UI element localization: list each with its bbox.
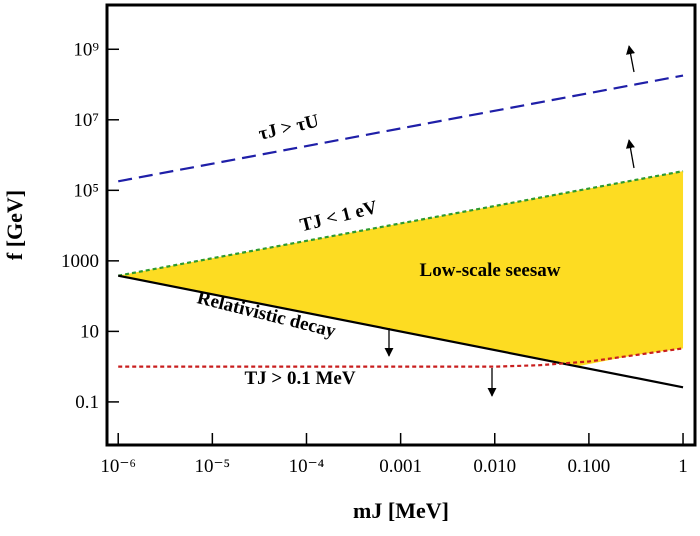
series-line (118, 170, 684, 277)
y-tick-label: 10⁵ (73, 180, 99, 201)
region-label: Low-scale seesaw (420, 260, 561, 281)
x-tick-label: 10⁻⁶ (100, 456, 136, 477)
arrow (625, 139, 635, 169)
series-line (118, 74, 684, 183)
series-annotation: TJ > 0.1 MeV (244, 368, 355, 389)
y-tick-label: 10⁹ (73, 39, 99, 60)
arrow (626, 45, 636, 73)
series-annotation: τJ > τU (257, 110, 321, 144)
x-tick-label: 1 (678, 456, 688, 477)
plot-area (118, 74, 684, 389)
x-axis-label: mJ [MeV] (353, 498, 449, 523)
x-tick-label: 0.010 (473, 456, 516, 477)
x-tick-label: 0.001 (379, 456, 422, 477)
series-line (118, 274, 684, 389)
y-tick-label: 10⁷ (73, 110, 99, 131)
x-tick-label: 10⁻⁴ (289, 456, 325, 477)
y-tick-label: 10 (80, 321, 99, 342)
y-tick-label: 1000 (61, 251, 99, 272)
arrows (384, 45, 636, 397)
x-tick-label: 0.100 (568, 456, 611, 477)
y-axis-label: f [GeV] (2, 190, 27, 260)
region (118, 171, 684, 366)
x-tick-label: 10⁻⁵ (195, 456, 231, 477)
y-tick-label: 0.1 (75, 392, 99, 413)
